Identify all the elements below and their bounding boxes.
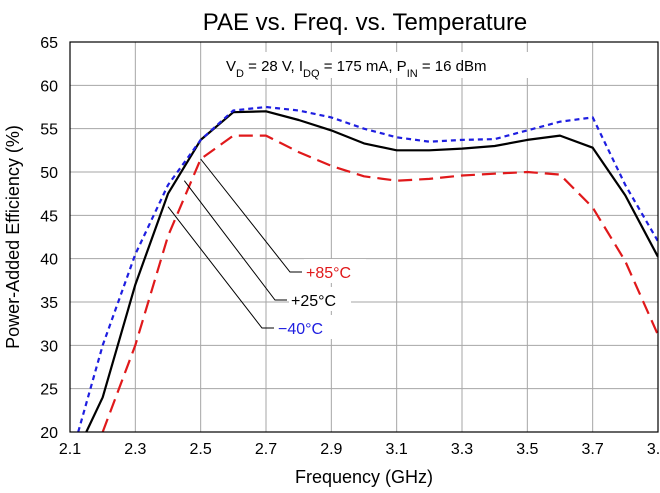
callout-layer: +85°C +25°C −40°C — [167, 158, 366, 339]
x-tick-label: 3.1 — [386, 441, 408, 458]
grid-layer — [70, 42, 658, 432]
tick-layer: 2.1 2.3 2.5 2.7 2.9 3.1 3.3 3.5 3.7 3.9 20 25 30 35 40… — [40, 35, 660, 458]
x-tick-label: 3.5 — [516, 441, 538, 458]
test-conditions: VD = 28 V, IDQ = 175 mA, PIN = 16 dBm — [226, 58, 486, 80]
cond-pin-sub: IN — [407, 68, 418, 80]
cond-pin-value: = 16 dBm — [418, 58, 487, 75]
y-tick-label: 60 — [40, 78, 58, 95]
x-tick-label: 3.9 — [647, 441, 660, 458]
y-tick-label: 35 — [40, 295, 58, 312]
callout-leader — [200, 158, 302, 273]
callout-background — [289, 287, 351, 311]
y-tick-label: 45 — [40, 208, 58, 225]
callout-leader — [167, 206, 274, 329]
callout-background — [304, 259, 366, 283]
cond-idq-value: = 175 mA, P — [320, 58, 407, 75]
y-tick-label: 25 — [40, 382, 58, 399]
x-tick-label: 2.3 — [124, 441, 146, 458]
y-tick-label: 20 — [40, 425, 58, 442]
series-line-2 — [77, 105, 658, 432]
y-tick-label: 55 — [40, 122, 58, 139]
x-tick-label: 2.1 — [59, 441, 81, 458]
chart-title: PAE vs. Freq. vs. Temperature — [203, 9, 528, 36]
x-tick-label: 2.7 — [255, 441, 277, 458]
x-tick-label: 2.5 — [190, 441, 212, 458]
callout-background — [276, 315, 338, 339]
y-tick-label: 65 — [40, 35, 58, 52]
y-tick-label: 30 — [40, 338, 58, 355]
y-tick-label: 40 — [40, 252, 58, 269]
legend-label: +25°C — [291, 293, 336, 310]
cond-vd-symbol: V — [226, 58, 236, 75]
cond-idq-sub: DQ — [303, 68, 320, 80]
conditions-background — [208, 52, 528, 78]
plot-frame — [69, 41, 659, 433]
cond-vd-sub: D — [236, 68, 244, 80]
x-axis-title: Frequency (GHz) — [295, 467, 433, 487]
series-line-1 — [85, 110, 658, 432]
callout-leader — [183, 180, 287, 301]
x-tick-label: 2.9 — [320, 441, 342, 458]
y-axis-title: Power-Added Efficiency (%) — [3, 125, 23, 349]
legend-label: +85°C — [306, 265, 351, 282]
x-tick-label: 3.7 — [582, 441, 604, 458]
series-line-0 — [101, 134, 658, 432]
x-tick-label: 3.3 — [451, 441, 473, 458]
legend-label: −40°C — [278, 321, 323, 338]
series-layer — [77, 105, 658, 432]
cond-vd-value: = 28 V, I — [244, 58, 303, 75]
y-tick-label: 50 — [40, 165, 58, 182]
